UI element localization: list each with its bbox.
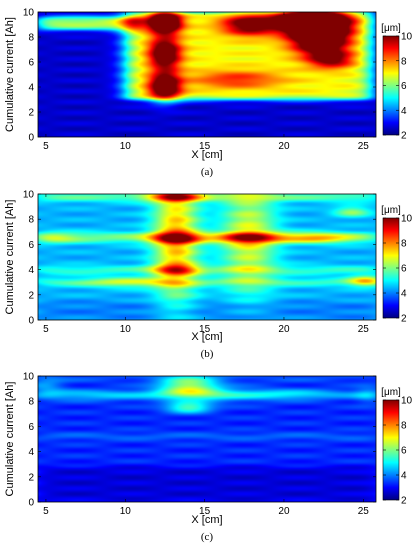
x-tick-label: 25 bbox=[358, 324, 370, 335]
heatmap-panel-3: 5 10 15 20 25 0 2 4 6 8 10 X [cm] Cumulative current… bbox=[4, 372, 413, 544]
y-tick-label: 8 bbox=[28, 33, 34, 44]
y-tick-label: 10 bbox=[23, 372, 35, 383]
x-tick-label: 25 bbox=[358, 141, 370, 152]
y-tick-label: 6 bbox=[28, 240, 34, 251]
colorbar-tick-label: 8 bbox=[401, 421, 407, 432]
y-tick-label: 10 bbox=[23, 8, 35, 19]
plot-frame bbox=[37, 193, 377, 321]
x-tick-label: 15 bbox=[199, 324, 211, 335]
x-tick-label: 5 bbox=[43, 324, 49, 335]
colorbar-tick-label: 6 bbox=[401, 264, 407, 275]
y-tick-label: 2 bbox=[28, 290, 34, 301]
colorbar-tick-label: 4 bbox=[401, 106, 407, 117]
y-tick-label: 4 bbox=[28, 447, 34, 458]
plot-frame bbox=[37, 375, 377, 503]
heatmap-panel-2: 5 10 15 20 25 0 2 4 6 8 10 X [cm] Cumulative current… bbox=[4, 190, 413, 361]
x-tick-label: 10 bbox=[120, 506, 132, 517]
x-tick-label: 20 bbox=[278, 141, 290, 152]
panel-label: (a) bbox=[201, 166, 214, 178]
y-tick-label: 0 bbox=[28, 133, 34, 144]
y-tick-label: 4 bbox=[28, 83, 34, 94]
colorbar-tick-label: 8 bbox=[401, 56, 407, 67]
colorbar-unit-label: [μm] bbox=[381, 23, 401, 34]
x-axis-label: X [cm] bbox=[191, 514, 222, 526]
x-axis-label: X [cm] bbox=[191, 331, 222, 343]
colorbar-tick-label: 6 bbox=[401, 81, 407, 92]
colorbar-tick-label: 8 bbox=[401, 239, 407, 250]
colorbar-tick-label: 4 bbox=[401, 471, 407, 482]
x-tick-label: 15 bbox=[199, 506, 211, 517]
y-axis-label: Cumulative current [Ah] bbox=[4, 382, 16, 497]
colorbar-tick-label: 2 bbox=[401, 496, 407, 507]
y-axis-label: Cumulative current [Ah] bbox=[4, 17, 16, 132]
y-tick-label: 0 bbox=[28, 316, 34, 327]
colorbar-tick-label: 2 bbox=[401, 131, 407, 142]
colorbar-unit-label: [μm] bbox=[381, 387, 401, 398]
x-tick-label: 10 bbox=[120, 324, 132, 335]
plot-frame bbox=[37, 11, 377, 138]
colorbar-tick-label: 10 bbox=[401, 396, 413, 407]
heatmap-image bbox=[38, 194, 376, 320]
x-tick-label: 5 bbox=[43, 141, 49, 152]
y-tick-label: 6 bbox=[28, 58, 34, 69]
colorbar-tick-label: 10 bbox=[401, 32, 413, 43]
colorbar-tick-label: 2 bbox=[401, 314, 407, 325]
colorbar-tick-label: 6 bbox=[401, 446, 407, 457]
panel-label: (c) bbox=[201, 531, 214, 543]
x-tick-label: 20 bbox=[278, 506, 290, 517]
x-tick-label: 20 bbox=[278, 324, 290, 335]
y-axis-label: Cumulative current [Ah] bbox=[4, 200, 16, 315]
x-tick-label: 25 bbox=[358, 506, 370, 517]
heatmap-image bbox=[38, 12, 376, 137]
y-tick-label: 8 bbox=[28, 215, 34, 226]
x-axis-label: X [cm] bbox=[191, 149, 222, 161]
colorbar-tick-label: 10 bbox=[401, 214, 413, 225]
x-tick-label: 5 bbox=[43, 506, 49, 517]
panel-label: (b) bbox=[201, 348, 214, 360]
x-tick-label: 10 bbox=[120, 141, 132, 152]
y-tick-label: 6 bbox=[28, 422, 34, 433]
y-tick-label: 10 bbox=[23, 190, 35, 201]
heatmap-image bbox=[38, 376, 376, 502]
colorbar-unit-label: [μm] bbox=[381, 205, 401, 216]
y-tick-label: 2 bbox=[28, 108, 34, 119]
y-tick-label: 2 bbox=[28, 472, 34, 483]
heatmap-panel-1: 5 10 15 20 25 0 2 4 6 8 10 X [cm] Cumulative current… bbox=[4, 8, 413, 179]
colorbar-tick-label: 4 bbox=[401, 289, 407, 300]
x-tick-label: 15 bbox=[199, 141, 211, 152]
y-tick-label: 8 bbox=[28, 397, 34, 408]
y-tick-label: 0 bbox=[28, 498, 34, 509]
y-tick-label: 4 bbox=[28, 265, 34, 276]
